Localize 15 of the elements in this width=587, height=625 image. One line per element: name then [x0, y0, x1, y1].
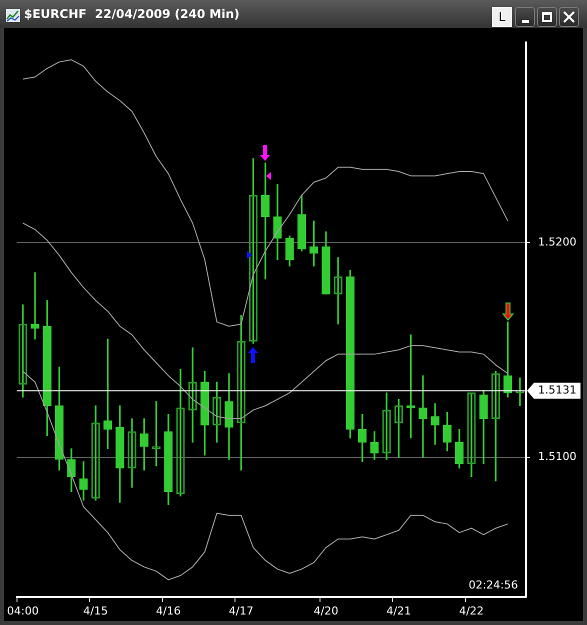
x-tick-label: 04:00: [7, 604, 39, 618]
chart-title: $EURCHF 22/04/2009 (240 Min): [24, 7, 240, 21]
y-tick-label: 1.5200: [538, 235, 576, 248]
x-tick-label: 4/16: [156, 604, 181, 618]
y-tick-label: 1.5100: [538, 450, 576, 464]
lock-button: L: [492, 7, 512, 27]
annotation: 02:24:56: [468, 578, 518, 592]
x-tick-label: 4/21: [386, 604, 412, 618]
x-tick-label: 4/17: [228, 604, 254, 618]
ref-line-label: 1.5131: [538, 384, 576, 397]
candlestick: [430, 403, 440, 445]
candlestick: [418, 375, 428, 458]
x-tick-label: 4/15: [83, 604, 108, 618]
x-tick-label: 4/22: [459, 604, 484, 618]
x-tick-label: 4/20: [314, 604, 338, 618]
